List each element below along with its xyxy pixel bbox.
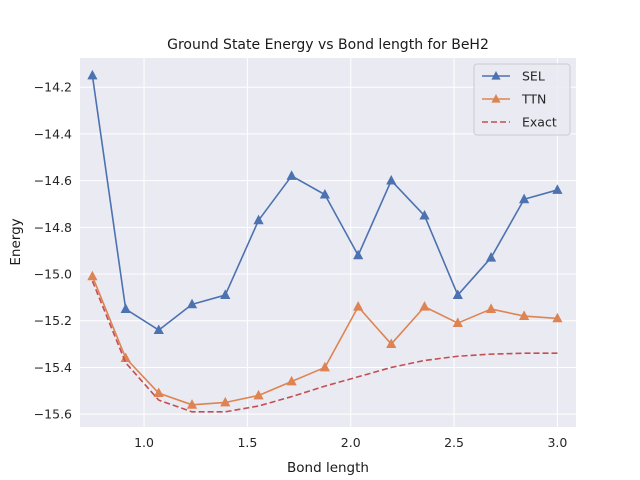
chart-title: Ground State Energy vs Bond length for B… <box>167 37 489 53</box>
data-point-sel <box>286 170 297 180</box>
data-point-ttn <box>153 387 164 398</box>
y-tick-label: −15.6 <box>34 407 72 422</box>
x-tick-label: 3.0 <box>547 435 567 450</box>
legend-marker-sel <box>491 71 501 80</box>
y-tick-label: −14.6 <box>34 173 72 188</box>
legend: SEL TTN Exact <box>473 63 571 136</box>
data-point-sel <box>120 303 131 313</box>
data-point-sel <box>485 252 497 262</box>
data-point-ttn <box>253 389 264 400</box>
data-point-ttn <box>286 375 297 386</box>
legend-label-ttn: TTN <box>521 92 546 107</box>
data-point-sel <box>253 214 264 225</box>
y-axis-label: Energy <box>8 218 24 265</box>
data-point-ttn <box>552 312 563 323</box>
data-point-sel <box>186 298 198 309</box>
data-point-ttn <box>220 396 231 407</box>
data-point-sel <box>319 188 331 199</box>
data-point-sel <box>153 324 164 334</box>
y-tick-label: −14.8 <box>34 220 72 235</box>
data-point-sel <box>452 289 463 299</box>
data-point-ttn <box>319 361 331 372</box>
data-point-ttn <box>186 399 198 409</box>
data-point-sel <box>419 210 430 220</box>
data-point-sel <box>220 289 231 299</box>
tick-labels: 1.0 1.5 2.0 2.5 3.0 −15.6 −15.4 −15.2 −15.0 −14.8… <box>34 80 568 450</box>
series-layer <box>87 69 563 413</box>
data-point-ttn <box>353 301 364 311</box>
data-point-ttn <box>386 338 397 348</box>
y-tick-label: −15.0 <box>34 267 72 282</box>
data-point-ttn <box>519 310 530 320</box>
data-point-ttn <box>485 303 497 313</box>
legend-marker-ttn <box>491 94 501 103</box>
data-point-sel <box>519 193 530 204</box>
data-point-sel <box>87 69 98 80</box>
y-tick-label: −14.2 <box>34 80 72 95</box>
data-point-sel <box>552 184 563 194</box>
y-tick-label: −15.2 <box>34 313 72 328</box>
x-tick-label: 1.0 <box>134 435 154 450</box>
data-point-ttn <box>452 317 463 327</box>
data-point-sel <box>353 249 364 260</box>
data-point-ttn <box>87 270 98 281</box>
x-tick-label: 2.5 <box>444 435 464 450</box>
data-point-ttn <box>419 301 430 311</box>
x-tick-label: 2.0 <box>341 435 361 450</box>
y-tick-label: −15.4 <box>34 360 72 375</box>
x-axis-label: Bond length <box>287 460 369 476</box>
legend-box <box>473 63 571 136</box>
legend-label-exact: Exact <box>522 115 557 130</box>
series-line-exact <box>91 280 558 413</box>
data-point-sel <box>386 174 397 185</box>
legend-label-sel: SEL <box>522 69 545 84</box>
y-tick-label: −14.4 <box>34 126 72 141</box>
x-tick-label: 1.5 <box>237 435 257 450</box>
